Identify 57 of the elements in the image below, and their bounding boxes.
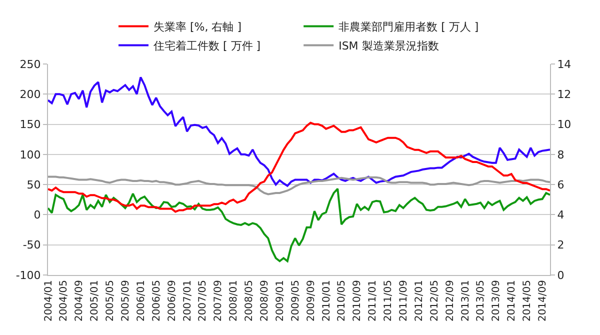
legend-label: ISM 製造業景況指数 [338, 40, 439, 53]
x-tick-label: 2005/05 [105, 280, 116, 322]
y-tick-label: 100 [20, 148, 41, 162]
x-tick-label: 2014/05 [522, 280, 534, 322]
x-tick-label: 2012/05 [429, 280, 440, 322]
x-tick-label: 2012/09 [444, 280, 456, 322]
y2-tick-label: 2 [557, 238, 564, 252]
x-tick-label: 2009/09 [306, 280, 317, 322]
line-series [48, 188, 550, 262]
y-tick-label: 50 [26, 178, 41, 192]
x-tick-label: 2006/01 [136, 280, 147, 322]
x-tick-label: 2008/05 [244, 280, 256, 322]
y2-tick-label: 14 [557, 58, 572, 71]
x-tick-label: 2014/01 [506, 280, 518, 322]
x-tick-label: 2007/09 [213, 280, 224, 322]
line-series [48, 76, 550, 187]
legend-label: 失業率 [%, 右軸 ] [154, 20, 242, 34]
y-tick-label: -100 [16, 268, 41, 282]
x-tick-label: 2012/01 [414, 280, 425, 322]
x-tick-label: 2011/09 [398, 280, 410, 322]
y2-tick-label: 8 [557, 148, 564, 162]
x-tick-label: 2008/09 [260, 280, 270, 322]
legend-label: 非農業部門雇用者数 [ 万人 ] [338, 20, 479, 34]
x-tick-label: 2013/01 [460, 280, 472, 322]
x-tick-label: 2011/05 [383, 280, 394, 322]
x-tick-label: 2014/09 [538, 280, 549, 322]
x-tick-label: 2009/01 [274, 280, 286, 322]
y-tick-label: 0 [34, 208, 41, 222]
y2-tick-label: 0 [557, 268, 564, 282]
x-tick-label: 2013/09 [491, 280, 502, 322]
x-tick-label: 2013/05 [476, 280, 487, 322]
y-tick-label: -50 [22, 238, 41, 252]
y-tick-label: 250 [20, 58, 41, 71]
x-tick-label: 2011/01 [368, 280, 379, 322]
x-tick-label: 2010/01 [321, 280, 332, 322]
line-series [48, 122, 550, 213]
x-tick-label: 2005/01 [90, 280, 101, 322]
x-tick-label: 2009/05 [290, 280, 302, 322]
x-tick-label: 2007/01 [182, 280, 194, 322]
y-tick-label: 200 [20, 88, 41, 101]
y2-tick-label: 4 [557, 208, 564, 222]
y2-tick-label: 10 [557, 118, 572, 132]
x-tick-label: 2010/05 [336, 280, 348, 322]
x-tick-label: 2004/09 [74, 280, 86, 322]
legend-label: 住宅着工件数 [ 万件 ] [154, 40, 261, 53]
x-tick-label: 2010/09 [352, 280, 364, 322]
y-tick-label: 150 [20, 118, 41, 132]
x-tick-label: 2007/05 [198, 280, 209, 322]
y2-tick-label: 6 [557, 178, 564, 192]
x-tick-label: 2004/05 [58, 280, 70, 322]
y2-tick-label: 12 [557, 88, 572, 101]
x-tick-label: 2008/01 [228, 280, 240, 322]
line-series [48, 176, 550, 196]
x-tick-label: 2006/05 [151, 280, 162, 322]
x-tick-label: 2006/09 [166, 280, 178, 322]
x-tick-label: 2005/09 [120, 280, 132, 322]
x-tick-label: 2004/01 [43, 280, 54, 322]
